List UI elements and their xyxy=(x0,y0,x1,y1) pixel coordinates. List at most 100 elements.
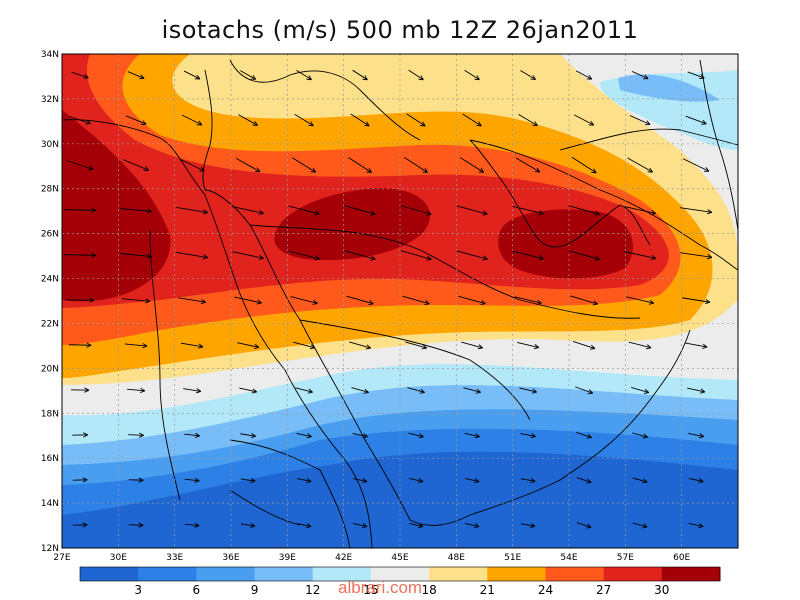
wind-arrow xyxy=(292,157,317,173)
colorbar-label-18: 18 xyxy=(421,583,436,597)
wind-vectors xyxy=(64,69,713,529)
wind-arrow xyxy=(240,477,256,484)
wind-arrow xyxy=(184,477,200,483)
wind-arrow xyxy=(518,114,538,127)
wind-arrow xyxy=(688,433,705,439)
wind-arrow xyxy=(571,156,597,174)
lon-label-48E: 48E xyxy=(448,553,465,563)
lat-label-28N: 28N xyxy=(41,185,59,195)
wind-arrow xyxy=(464,478,480,484)
wind-arrow xyxy=(64,252,97,258)
wind-arrow xyxy=(290,296,318,305)
lon-label-57E: 57E xyxy=(617,553,634,563)
wind-arrow xyxy=(120,208,153,214)
wind-arrow xyxy=(120,253,153,259)
longitude-labels: 27E 30E 33E 36E 39E 42E 45E 48E 51E 54E 57E 60E xyxy=(53,553,690,563)
wind-arrow xyxy=(183,70,201,80)
wind-arrow xyxy=(463,387,481,394)
wind-arrow xyxy=(687,71,705,79)
wind-arrow xyxy=(464,523,480,529)
colorbar-swatch-5 xyxy=(370,567,430,581)
wind-arrow xyxy=(632,477,648,484)
wind-arrow xyxy=(183,388,202,394)
wind-arrow xyxy=(624,251,657,261)
wind-arrow xyxy=(456,205,488,216)
wind-arrow xyxy=(408,432,424,439)
wind-arrow xyxy=(575,386,594,395)
wind-arrow xyxy=(69,116,91,125)
wind-arrow xyxy=(234,296,262,305)
wind-arrow xyxy=(127,387,146,394)
colorbar-labels: 3 6 9 12 15 18 21 24 27 30 xyxy=(134,583,669,597)
lat-label-26N: 26N xyxy=(41,230,59,240)
band-33-center xyxy=(274,188,430,261)
colorbar-swatch-2 xyxy=(196,567,256,581)
wind-arrow xyxy=(295,387,313,394)
lon-label-36E: 36E xyxy=(222,553,239,563)
wind-arrow xyxy=(682,158,710,172)
coastlines xyxy=(62,59,738,548)
wind-arrow xyxy=(512,205,544,216)
border-4 xyxy=(229,59,421,141)
band-12-ne xyxy=(618,74,720,102)
sinai xyxy=(202,69,213,191)
colorbar-swatch-10 xyxy=(661,567,721,581)
wind-arrow xyxy=(405,341,428,350)
map-title: isotachs (m/s) 500 mb 12Z 26jan2011 xyxy=(161,16,639,44)
wind-arrow xyxy=(461,341,484,350)
wind-arrow xyxy=(239,387,258,394)
wind-arrow xyxy=(351,387,369,394)
wind-arrow xyxy=(576,522,592,529)
wind-arrow xyxy=(232,251,264,260)
lat-label-34N: 34N xyxy=(41,50,59,60)
wind-arrow xyxy=(462,113,482,127)
lon-label-33E: 33E xyxy=(166,553,183,563)
lat-label-30N: 30N xyxy=(41,140,59,150)
wind-arrow xyxy=(627,157,653,173)
lon-label-54E: 54E xyxy=(560,553,577,563)
wind-arrow xyxy=(352,522,368,529)
lat-label-16N: 16N xyxy=(41,454,59,464)
wind-arrow xyxy=(68,342,92,348)
wind-arrow xyxy=(124,343,148,349)
wind-arrow xyxy=(408,69,424,81)
wind-arrow xyxy=(128,522,144,528)
wind-arrow xyxy=(520,433,536,439)
colorbar-swatch-0 xyxy=(80,567,139,581)
colorbar-frame xyxy=(79,566,721,582)
wind-arrow xyxy=(458,295,486,306)
wind-arrow xyxy=(180,342,204,349)
border-1 xyxy=(249,224,641,319)
map-frame xyxy=(61,53,739,549)
wind-arrow xyxy=(570,295,598,306)
wind-arrow xyxy=(632,432,649,439)
lat-label-20N: 20N xyxy=(41,364,59,374)
wind-arrow xyxy=(576,432,592,439)
wind-arrow xyxy=(575,70,593,80)
graticule xyxy=(62,54,738,548)
wind-arrow xyxy=(512,250,544,261)
lat-label-14N: 14N xyxy=(41,499,59,509)
border-3 xyxy=(229,439,351,548)
wind-arrow xyxy=(176,252,208,260)
colorbar-swatch-9 xyxy=(603,567,663,581)
wind-arrow xyxy=(296,478,312,484)
wind-arrow xyxy=(684,342,708,349)
lat-label-18N: 18N xyxy=(41,409,59,419)
wind-arrow xyxy=(71,387,90,393)
border-6 xyxy=(229,489,301,526)
wind-arrow xyxy=(176,207,208,215)
wind-arrow xyxy=(520,522,536,529)
wind-arrow xyxy=(125,115,147,125)
lon-label-60E: 60E xyxy=(673,553,690,563)
wind-arrow xyxy=(464,432,480,439)
wind-arrow xyxy=(352,432,368,439)
wind-arrow xyxy=(515,157,541,173)
colorbar-swatch-1 xyxy=(138,567,197,581)
wind-arrow xyxy=(626,296,655,305)
wind-arrow xyxy=(184,432,200,438)
wind-arrow xyxy=(400,250,432,261)
wind-arrow xyxy=(680,207,713,215)
wind-arrow xyxy=(66,160,94,171)
wind-arrow xyxy=(629,115,651,126)
